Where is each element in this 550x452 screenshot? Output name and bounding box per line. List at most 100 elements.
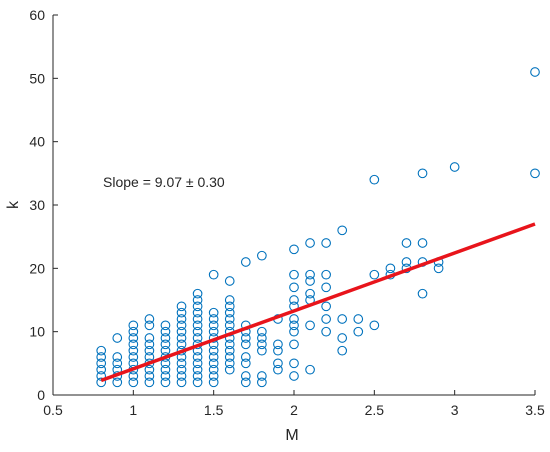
x-tick-label: 0.5 xyxy=(43,402,63,418)
data-point xyxy=(321,301,331,312)
data-point xyxy=(240,377,251,388)
data-point xyxy=(305,364,315,375)
data-point xyxy=(224,314,235,324)
data-point xyxy=(401,238,412,248)
data-point xyxy=(160,333,171,343)
slope-annotation: Slope = 9.07 ± 0.30 xyxy=(103,174,225,190)
data-point xyxy=(144,339,155,350)
data-point xyxy=(128,326,139,337)
x-tick-label: 2.5 xyxy=(365,402,385,418)
x-tick-label: 3 xyxy=(451,402,459,418)
data-point xyxy=(289,339,299,350)
data-point xyxy=(96,345,107,356)
x-tick-label: 2 xyxy=(290,402,298,418)
data-point xyxy=(144,320,155,331)
data-point xyxy=(208,269,219,280)
data-point xyxy=(530,168,540,179)
data-point xyxy=(192,377,203,388)
data-point xyxy=(144,345,155,356)
data-point xyxy=(176,339,187,350)
data-point xyxy=(289,314,299,324)
data-point xyxy=(369,174,380,185)
data-point xyxy=(144,364,155,375)
data-point xyxy=(112,377,123,388)
data-point xyxy=(144,333,155,343)
data-point xyxy=(449,162,460,172)
data-point xyxy=(128,320,139,331)
y-tick-label: 20 xyxy=(29,260,45,276)
data-point xyxy=(385,263,396,274)
x-tick-label: 1.5 xyxy=(204,402,224,418)
data-point xyxy=(128,352,139,362)
data-point xyxy=(369,320,380,331)
data-point xyxy=(321,269,331,280)
data-point xyxy=(337,345,348,356)
data-point xyxy=(257,250,267,261)
data-point xyxy=(289,320,299,331)
y-tick-label: 0 xyxy=(37,387,45,403)
data-point xyxy=(176,333,187,343)
data-point xyxy=(305,320,315,331)
data-point xyxy=(208,352,219,362)
data-point xyxy=(224,352,235,362)
data-point xyxy=(96,358,107,369)
data-point xyxy=(321,326,331,337)
data-point xyxy=(192,358,203,369)
data-point xyxy=(305,238,315,248)
data-point xyxy=(128,333,139,343)
data-point xyxy=(160,339,171,350)
data-point xyxy=(176,326,187,337)
data-point xyxy=(96,377,107,388)
data-point xyxy=(144,314,155,324)
fit-line-group xyxy=(100,222,536,383)
data-point xyxy=(305,269,315,280)
data-point xyxy=(208,314,219,324)
data-point xyxy=(176,358,187,369)
data-point xyxy=(160,326,171,337)
data-point xyxy=(401,257,412,267)
data-point xyxy=(240,339,251,350)
data-point xyxy=(289,371,299,381)
data-point xyxy=(208,320,219,331)
data-point xyxy=(240,371,251,381)
data-point xyxy=(337,333,348,343)
data-point xyxy=(192,371,203,381)
data-point xyxy=(353,314,364,324)
data-point xyxy=(289,358,299,369)
data-point xyxy=(240,358,251,369)
data-point xyxy=(176,320,187,331)
data-point xyxy=(192,301,203,312)
data-points xyxy=(96,67,540,388)
data-point xyxy=(128,345,139,356)
data-point xyxy=(208,326,219,337)
data-point xyxy=(289,244,299,255)
data-point xyxy=(128,339,139,350)
data-point xyxy=(224,320,235,331)
y-tick-label: 50 xyxy=(29,70,45,86)
data-point xyxy=(240,352,251,362)
data-point xyxy=(224,301,235,312)
data-point xyxy=(208,371,219,381)
data-point xyxy=(160,320,171,331)
data-point xyxy=(176,314,187,324)
data-point xyxy=(417,168,428,179)
axes: 0.5 1 1.5 2 2.5 3 3.5 0 10 20 30 40 50 60 xyxy=(29,7,545,418)
data-point xyxy=(96,352,107,362)
data-point xyxy=(208,358,219,369)
data-point xyxy=(240,257,251,267)
data-point xyxy=(208,364,219,375)
y-tick-label: 40 xyxy=(29,134,45,150)
y-axis-label: k xyxy=(5,200,22,209)
data-point xyxy=(160,364,171,375)
data-point xyxy=(128,377,139,388)
data-point xyxy=(192,314,203,324)
data-point xyxy=(176,364,187,375)
data-point xyxy=(257,345,267,356)
data-point xyxy=(240,333,251,343)
data-point xyxy=(160,377,171,388)
y-tick-label: 30 xyxy=(29,197,45,213)
data-point xyxy=(353,326,364,337)
data-point xyxy=(192,333,203,343)
data-point xyxy=(257,326,267,337)
